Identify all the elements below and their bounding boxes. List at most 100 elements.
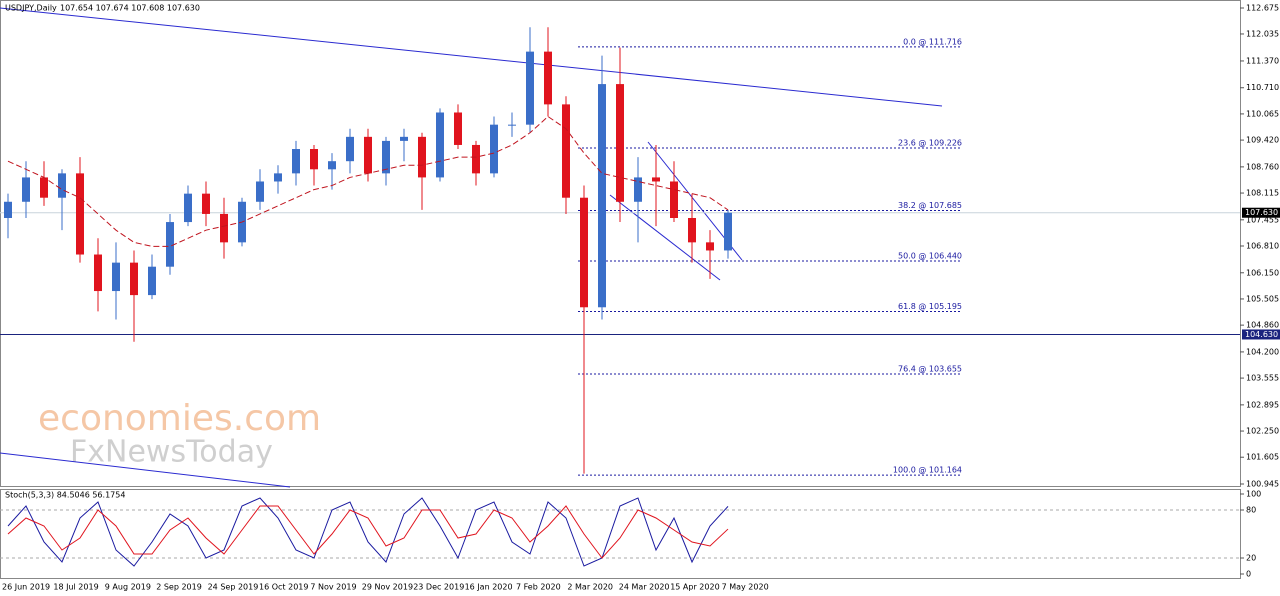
candle-body [40, 177, 48, 198]
x-tick-label: 15 Apr 2020 [670, 583, 719, 592]
y-tick-label: 103.555 [1246, 374, 1279, 383]
candle-body [76, 173, 84, 255]
fib-label: 50.0 @ 106.440 [898, 252, 962, 261]
y-tick-label: 106.810 [1246, 242, 1279, 251]
y-tick-label: 109.420 [1246, 136, 1279, 145]
stoch-tick-label: 100 [1246, 490, 1261, 499]
stoch-tick-label: 0 [1246, 570, 1251, 579]
y-tick-label: 112.035 [1246, 29, 1279, 38]
x-tick-label: 2 Sep 2019 [156, 583, 202, 592]
candle-body [220, 213, 228, 243]
candle-body [436, 112, 444, 178]
stoch-pane [0, 489, 1241, 579]
y-tick-label: 110.710 [1246, 83, 1279, 92]
candle-body [508, 124, 516, 126]
candle-body [328, 161, 336, 170]
candle-body [472, 144, 480, 174]
candle-body [310, 149, 318, 170]
main-pane [0, 0, 1241, 487]
y-tick-label: 110.065 [1246, 109, 1279, 118]
x-tick-label: 24 Sep 2019 [208, 583, 259, 592]
chart-title: USDJPY,Daily [5, 4, 57, 13]
candle-body [634, 177, 642, 202]
candle-body [346, 136, 354, 162]
x-tick-label: 18 Jul 2019 [53, 583, 98, 592]
fib-label: 76.4 @ 103.655 [898, 365, 962, 374]
candle-body [598, 84, 606, 308]
candle-body [724, 212, 732, 251]
y-tick-label: 104.860 [1246, 321, 1279, 330]
x-tick-label: 16 Oct 2019 [259, 583, 308, 592]
candle-body [58, 173, 66, 198]
candle-body [256, 181, 264, 202]
candle-body [292, 149, 300, 174]
x-tick-label: 9 Aug 2019 [105, 583, 151, 592]
price-label-box [1242, 207, 1280, 218]
x-tick-label: 24 Mar 2020 [619, 583, 670, 592]
candle-body [490, 124, 498, 174]
y-tick-label: 108.760 [1246, 162, 1279, 171]
fib-label: 23.6 @ 109.226 [898, 138, 962, 147]
x-tick-label: 7 Feb 2020 [516, 583, 561, 592]
candle-body [94, 254, 102, 292]
x-tick-label: 23 Dec 2019 [413, 583, 464, 592]
y-tick-label: 105.505 [1246, 294, 1279, 303]
price-label-box [1242, 329, 1280, 340]
candle-body [706, 242, 714, 251]
watermark: economies.com [38, 398, 321, 439]
x-tick-label: 16 Jan 2020 [465, 583, 513, 592]
candle-body [544, 51, 552, 105]
x-tick-label: 7 May 2020 [722, 583, 769, 592]
x-tick-label: 26 Jun 2019 [2, 583, 50, 592]
candle-body [22, 177, 30, 202]
x-tick-label: 29 Nov 2019 [362, 583, 413, 592]
candle-body [166, 222, 174, 267]
trend-line [0, 7, 943, 107]
header-values: 107.654 107.674 107.608 107.630 [60, 4, 200, 13]
candle-body [400, 136, 408, 141]
current-price-label: 107.630 [1245, 208, 1278, 217]
y-tick-label: 107.455 [1246, 215, 1279, 224]
y-tick-label: 101.605 [1246, 453, 1279, 462]
y-tick-label: 102.895 [1246, 400, 1279, 409]
fib-label: 38.2 @ 107.685 [898, 201, 962, 210]
stoch-line [7, 497, 729, 567]
candle-body [202, 193, 210, 214]
candle-body [670, 181, 678, 218]
candle-body [652, 177, 660, 182]
candle-body [526, 51, 534, 125]
x-tick-label: 7 Nov 2019 [310, 583, 356, 592]
candle-body [112, 262, 120, 292]
candle-body [418, 136, 426, 178]
y-tick-label: 106.150 [1246, 268, 1279, 277]
candle-body [562, 104, 570, 198]
candle-body [364, 136, 372, 174]
fib-label: 61.8 @ 105.195 [898, 302, 962, 311]
y-tick-label: 112.675 [1246, 4, 1279, 13]
y-tick-label: 102.250 [1246, 427, 1279, 436]
stoch-tick-label: 80 [1246, 506, 1256, 515]
stoch-line [7, 505, 729, 559]
stoch-tick-label: 20 [1246, 554, 1256, 563]
y-tick-label: 111.370 [1246, 56, 1279, 65]
candle-body [148, 266, 156, 296]
candle-body [454, 112, 462, 145]
candle-body [274, 173, 282, 182]
stoch-title: Stoch(5,3,3) 84.5046 56.1754 [5, 491, 125, 500]
x-tick-label: 2 Mar 2020 [567, 583, 613, 592]
candle-body [688, 218, 696, 243]
trend-line [0, 452, 291, 488]
y-tick-label: 108.115 [1246, 189, 1279, 198]
candle-body [130, 262, 138, 296]
y-tick-label: 104.200 [1246, 347, 1279, 356]
channel-line [609, 194, 721, 281]
fib-label: 0.0 @ 111.716 [903, 37, 962, 46]
fib-label: 100.0 @ 101.164 [893, 466, 962, 475]
moving-average [7, 115, 729, 247]
candle-body [580, 197, 588, 308]
y-tick-label: 100.945 [1246, 480, 1279, 489]
candle-body [616, 84, 624, 202]
candle-body [382, 140, 390, 174]
